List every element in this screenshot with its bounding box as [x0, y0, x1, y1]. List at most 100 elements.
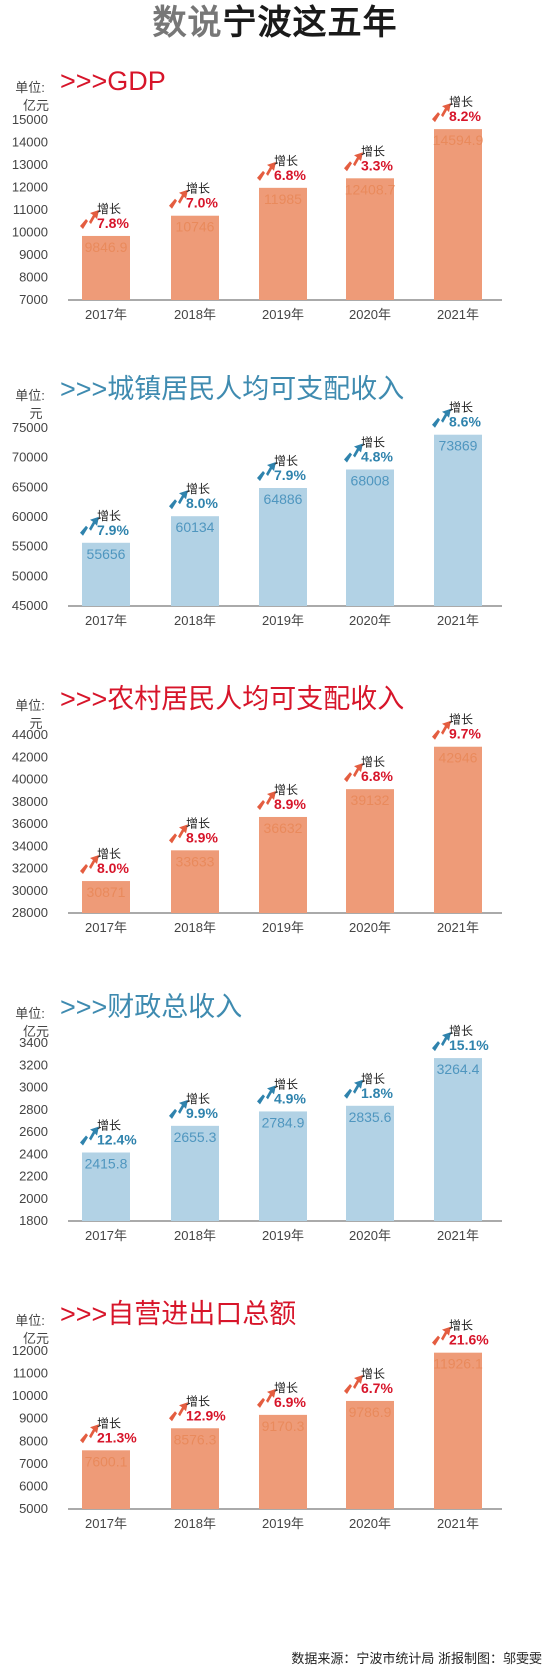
title-part-dark: 宁波这五年 — [223, 4, 398, 42]
y-tick-label: 42000 — [12, 749, 48, 764]
y-tick-label: 9000 — [19, 1411, 48, 1426]
growth-word: 增长 — [186, 816, 210, 830]
x-tick-label: 2019年 — [262, 307, 304, 322]
growth-arrow-shape — [257, 1388, 276, 1408]
y-tick-label: 5000 — [19, 1501, 48, 1516]
y-tick-label: 8000 — [19, 270, 48, 285]
growth-value: 3.3% — [361, 157, 393, 173]
growth-value: 4.8% — [361, 448, 393, 464]
value-label: 9170.3 — [262, 1418, 305, 1434]
growth-arrow-icon — [432, 1032, 451, 1052]
unit-label: 元 — [29, 716, 42, 731]
y-tick-label: 8000 — [19, 1433, 48, 1448]
value-label: 8576.3 — [174, 1431, 217, 1447]
growth-word: 增长 — [274, 1077, 298, 1091]
growth-arrow-icon — [80, 516, 99, 536]
chart-title: >>>财政总收入 — [60, 992, 242, 1022]
bar — [82, 1450, 130, 1509]
growth-arrow-icon — [257, 462, 276, 482]
bar — [171, 1125, 219, 1221]
bar — [434, 1058, 482, 1221]
y-tick-label: 11000 — [13, 1366, 48, 1381]
x-tick-label: 2021年 — [437, 1516, 479, 1531]
growth-value: 8.0% — [97, 860, 129, 876]
growth-arrow-shape — [432, 103, 451, 123]
y-tick-label: 40000 — [12, 772, 48, 787]
value-label: 33633 — [176, 853, 215, 869]
y-tick-label: 44000 — [12, 727, 48, 742]
growth-arrow-icon — [344, 1079, 363, 1099]
bar — [259, 816, 307, 913]
value-label: 2835.6 — [349, 1109, 392, 1125]
y-tick-label: 3200 — [19, 1057, 48, 1072]
growth-arrow-icon — [169, 1099, 188, 1119]
value-label: 39132 — [351, 792, 390, 808]
bar — [171, 850, 219, 913]
growth-arrow-shape — [432, 1326, 451, 1346]
growth-value: 7.8% — [97, 215, 129, 231]
x-tick-label: 2021年 — [437, 920, 479, 935]
growth-value: 7.9% — [274, 467, 306, 483]
x-tick-label: 2018年 — [174, 1228, 216, 1243]
value-label: 2655.3 — [174, 1129, 217, 1145]
growth-arrow-shape — [80, 855, 99, 875]
bar — [259, 187, 307, 300]
growth-arrow-icon — [432, 103, 451, 123]
growth-arrow-shape — [257, 161, 276, 181]
x-tick-label: 2020年 — [349, 307, 391, 322]
value-label: 10746 — [176, 219, 215, 235]
growth-value: 8.6% — [449, 414, 481, 430]
growth-arrow-icon — [257, 1085, 276, 1105]
bar — [82, 542, 130, 606]
chart-title: >>>GDP — [60, 66, 166, 96]
growth-value: 9.7% — [449, 726, 481, 742]
growth-arrow-shape — [344, 1079, 363, 1099]
growth-value: 12.9% — [186, 1407, 226, 1423]
y-tick-label: 2600 — [19, 1124, 48, 1139]
y-tick-label: 1800 — [19, 1213, 48, 1228]
growth-value: 7.9% — [97, 522, 129, 538]
growth-arrow-icon — [80, 209, 99, 229]
growth-arrow-shape — [344, 1374, 363, 1394]
growth-word: 增长 — [361, 1367, 385, 1381]
x-tick-label: 2017年 — [85, 307, 127, 322]
unit-label: 单位: — [15, 1313, 45, 1328]
growth-arrow-shape — [432, 720, 451, 740]
growth-arrow-shape — [80, 209, 99, 229]
bar — [346, 789, 394, 913]
growth-arrow-icon — [257, 1388, 276, 1408]
bar — [434, 1352, 482, 1509]
growth-word: 增长 — [361, 435, 385, 449]
y-tick-label: 2000 — [19, 1191, 48, 1206]
growth-word: 增长 — [449, 401, 473, 415]
growth-arrow-icon — [257, 790, 276, 810]
value-label: 12408.7 — [345, 181, 396, 197]
unit-label: 单位: — [15, 388, 45, 403]
value-label: 3264.4 — [437, 1061, 480, 1077]
growth-word: 增长 — [274, 1381, 298, 1395]
y-tick-label: 10000 — [12, 225, 48, 240]
growth-arrow-icon — [257, 161, 276, 181]
unit-label: 亿元 — [23, 1024, 49, 1039]
growth-value: 15.1% — [449, 1037, 489, 1053]
growth-arrow-shape — [257, 790, 276, 810]
growth-word: 增长 — [449, 1024, 473, 1038]
x-tick-label: 2019年 — [262, 613, 304, 628]
bar — [171, 1428, 219, 1509]
value-label: 64886 — [264, 491, 303, 507]
growth-value: 12.4% — [97, 1131, 137, 1147]
growth-word: 增长 — [274, 454, 298, 468]
chart-title: >>>城镇居民人均可支配收入 — [60, 374, 404, 404]
growth-value: 6.7% — [361, 1380, 393, 1396]
value-label: 36632 — [264, 820, 303, 836]
x-tick-label: 2017年 — [85, 1516, 127, 1531]
growth-word: 增长 — [449, 713, 473, 727]
growth-value: 6.8% — [274, 167, 306, 183]
x-tick-label: 2017年 — [85, 920, 127, 935]
y-tick-label: 3000 — [19, 1080, 48, 1095]
x-tick-label: 2018年 — [174, 307, 216, 322]
growth-arrow-shape — [257, 1085, 276, 1105]
